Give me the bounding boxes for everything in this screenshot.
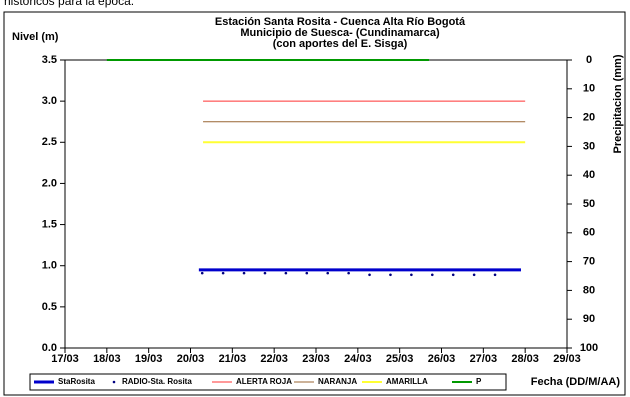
data-point bbox=[430, 273, 434, 277]
y-tick-label: 0.0 bbox=[42, 342, 57, 354]
plot-area bbox=[64, 59, 568, 349]
legend-label: NARANJA bbox=[318, 377, 357, 386]
y2-tick-label: 40 bbox=[583, 169, 595, 181]
legend-box bbox=[29, 373, 507, 391]
y2-axis-label: Precipitacion (mm) bbox=[612, 54, 624, 153]
legend-label: ALERTA ROJA bbox=[236, 377, 292, 386]
x-tick-label: 23/03 bbox=[302, 353, 330, 365]
data-point bbox=[305, 271, 309, 275]
data-point bbox=[284, 271, 288, 275]
legend-label: RADIO-Sta. Rosita bbox=[122, 377, 192, 386]
y2-tick-label: 70 bbox=[583, 256, 595, 268]
y2-tick-label: 10 bbox=[583, 83, 595, 95]
data-point bbox=[472, 273, 476, 277]
data-point bbox=[410, 273, 413, 277]
y2-tick-label: 100 bbox=[580, 342, 598, 354]
chart-title: (con aportes del E. Sisga) bbox=[273, 38, 408, 50]
y-tick-label: 0.5 bbox=[42, 301, 57, 313]
x-tick-label: 29/03 bbox=[553, 353, 581, 365]
y-tick-label: 2.5 bbox=[42, 136, 57, 148]
x-tick-label: 19/03 bbox=[135, 353, 163, 365]
data-point bbox=[347, 271, 350, 275]
x-tick-label: 22/03 bbox=[260, 353, 288, 365]
x-axis-label: Fecha (DD/M/AA) bbox=[531, 376, 621, 388]
x-tick-label: 27/03 bbox=[470, 353, 498, 365]
y2-tick-label: 20 bbox=[583, 112, 595, 124]
x-tick-label: 17/03 bbox=[51, 353, 79, 365]
data-point bbox=[493, 273, 497, 277]
data-point bbox=[326, 271, 330, 275]
data-point bbox=[200, 271, 204, 275]
x-tick-label: 20/03 bbox=[177, 353, 205, 365]
data-point bbox=[263, 271, 267, 275]
y-tick-label: 2.0 bbox=[42, 177, 57, 189]
y-axis-label: Nivel (m) bbox=[12, 31, 59, 43]
y2-tick-label: 60 bbox=[583, 227, 595, 239]
note: históricos para la época. bbox=[4, 0, 134, 8]
x-tick-label: 25/03 bbox=[386, 353, 414, 365]
legend-label: P bbox=[476, 377, 482, 386]
y2-tick-label: 50 bbox=[583, 198, 595, 210]
y-tick-label: 1.0 bbox=[42, 260, 57, 272]
chart-title: Municipio de Suesca- (Cundinamarca) bbox=[240, 27, 440, 39]
data-point bbox=[242, 271, 246, 275]
x-tick-label: 28/03 bbox=[511, 353, 539, 365]
y-tick-label: 1.5 bbox=[42, 218, 57, 230]
x-tick-label: 24/03 bbox=[344, 353, 372, 365]
data-point bbox=[221, 271, 225, 275]
y2-tick-label: 90 bbox=[583, 313, 595, 325]
chart-border bbox=[3, 11, 626, 396]
data-point bbox=[451, 273, 455, 277]
x-tick-label: 26/03 bbox=[428, 353, 456, 365]
y2-tick-label: 30 bbox=[583, 140, 595, 152]
data-point bbox=[368, 273, 371, 277]
legend-label: StaRosita bbox=[58, 377, 95, 386]
x-tick-label: 18/03 bbox=[93, 353, 121, 365]
x-tick-label: 21/03 bbox=[219, 353, 247, 365]
chart-title: Estación Santa Rosita - Cuenca Alta Río … bbox=[215, 16, 466, 28]
y2-tick-label: 0 bbox=[586, 54, 592, 66]
legend-marker bbox=[112, 380, 116, 384]
y2-tick-label: 80 bbox=[583, 284, 595, 296]
y-tick-label: 3.5 bbox=[42, 54, 57, 66]
legend-label: AMARILLA bbox=[386, 377, 428, 386]
y-tick-label: 3.0 bbox=[42, 95, 57, 107]
data-point bbox=[389, 273, 392, 277]
